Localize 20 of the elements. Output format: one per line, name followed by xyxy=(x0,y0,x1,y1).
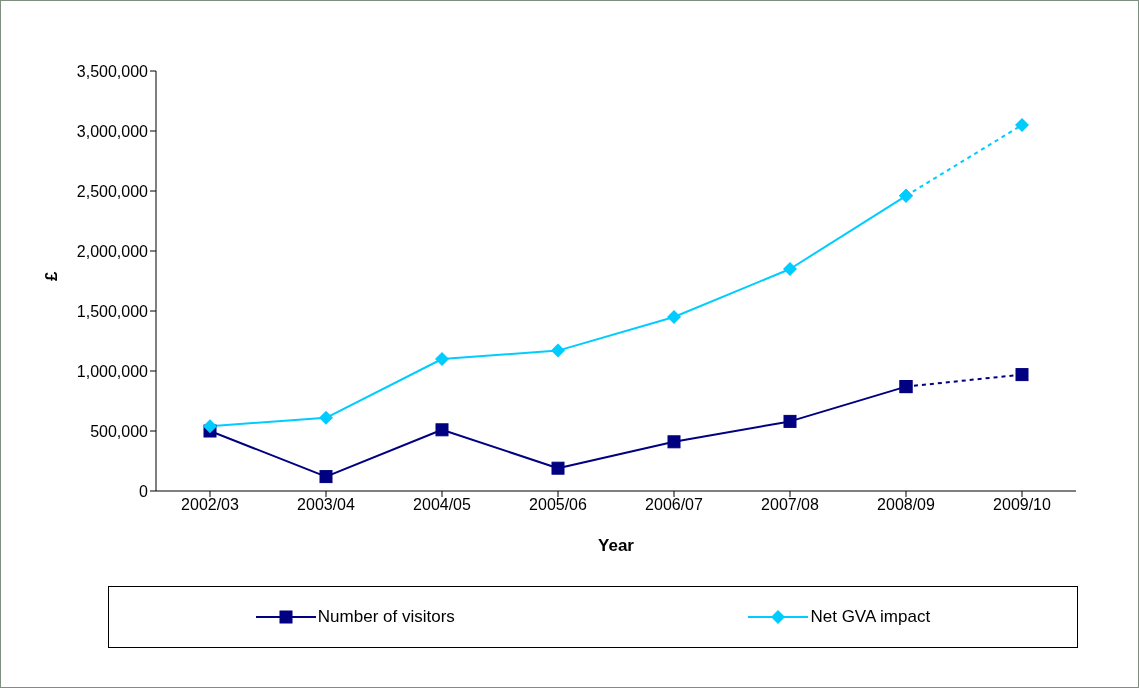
y-tick-label: 3,500,000 xyxy=(76,62,149,80)
legend-label: Net GVA impact xyxy=(810,607,931,627)
y-tick-label: 1,000,000 xyxy=(76,362,149,380)
x-tick-label: 2002/03 xyxy=(181,496,240,514)
x-tick-label: 2007/08 xyxy=(761,496,820,514)
y-tick-label: 3,000,000 xyxy=(76,122,149,140)
y-tick-label: 1,500,000 xyxy=(76,302,149,320)
x-tick-label: 2006/07 xyxy=(645,496,704,514)
x-tick-label: 2004/05 xyxy=(413,496,472,514)
y-tick-label: 0 xyxy=(139,482,149,500)
x-tick-label: 2005/06 xyxy=(529,496,588,514)
y-tick-label: 2,000,000 xyxy=(76,242,149,260)
x-tick-label: 2008/09 xyxy=(877,496,936,514)
y-axis-title: £ xyxy=(42,271,62,281)
x-axis-title: Year xyxy=(598,536,635,555)
y-tick-label: 500,000 xyxy=(90,422,149,440)
x-tick-label: 2009/10 xyxy=(993,496,1052,514)
x-tick-label: 2003/04 xyxy=(297,496,356,514)
legend-label: Number of visitors xyxy=(317,607,455,627)
y-tick-label: 2,500,000 xyxy=(76,182,149,200)
